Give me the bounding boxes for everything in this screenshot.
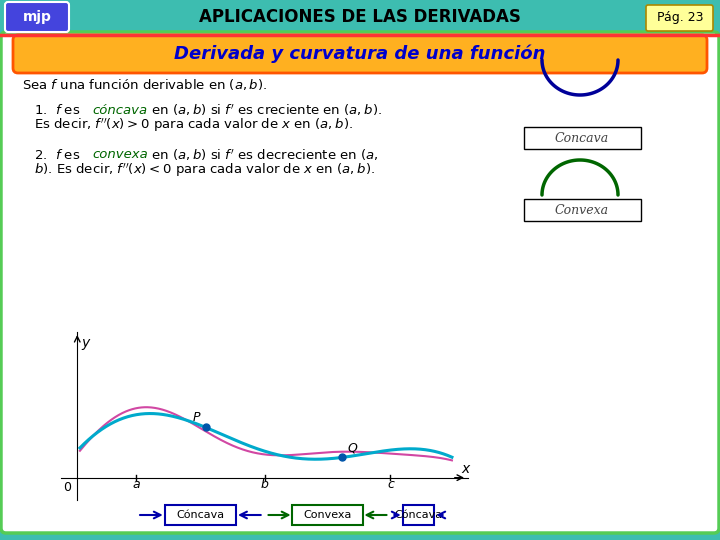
FancyBboxPatch shape	[646, 5, 713, 31]
Text: y: y	[81, 336, 90, 350]
Text: mjp: mjp	[22, 10, 51, 24]
Text: en $(a, b)$ si $f'$ es decreciente en $(a,$: en $(a, b)$ si $f'$ es decreciente en $(…	[143, 147, 378, 163]
Text: $b)$. Es decir, $f''(x) < 0$ para cada valor de $x$ en $(a, b)$.: $b)$. Es decir, $f''(x) < 0$ para cada v…	[34, 161, 375, 179]
Text: Derivada y curvatura de una función: Derivada y curvatura de una función	[174, 45, 546, 63]
Text: b: b	[261, 478, 269, 491]
Text: convexa: convexa	[92, 148, 148, 161]
Text: Es decir, $f''(x) > 0$ para cada valor de $x$ en $(a, b)$.: Es decir, $f''(x) > 0$ para cada valor d…	[34, 116, 353, 134]
FancyBboxPatch shape	[1, 32, 719, 533]
Text: Pág. 23: Pág. 23	[657, 11, 703, 24]
Text: APLICACIONES DE LAS DERIVADAS: APLICACIONES DE LAS DERIVADAS	[199, 8, 521, 26]
Text: x: x	[462, 462, 469, 476]
Text: en $(a, b)$ si $f'$ es creciente en $(a, b)$.: en $(a, b)$ si $f'$ es creciente en $(a,…	[143, 102, 382, 118]
Text: Q: Q	[348, 442, 357, 455]
FancyBboxPatch shape	[13, 35, 707, 73]
FancyBboxPatch shape	[524, 127, 641, 149]
Text: Cóncava: Cóncava	[395, 510, 443, 520]
Text: P: P	[192, 411, 200, 424]
Text: Cóncava: Cóncava	[176, 510, 225, 520]
Text: 0: 0	[63, 481, 71, 494]
Text: Convexa: Convexa	[303, 510, 351, 520]
Text: Concava: Concava	[555, 132, 609, 145]
Text: a: a	[132, 478, 140, 491]
FancyBboxPatch shape	[402, 505, 434, 525]
FancyBboxPatch shape	[165, 505, 236, 525]
FancyBboxPatch shape	[292, 505, 363, 525]
FancyBboxPatch shape	[5, 2, 69, 32]
Text: cóncava: cóncava	[92, 104, 147, 117]
Text: c: c	[387, 478, 394, 491]
FancyBboxPatch shape	[524, 199, 641, 221]
Text: 1.  $f$ es: 1. $f$ es	[34, 103, 81, 117]
Text: 2.  $f$ es: 2. $f$ es	[34, 148, 81, 162]
Text: Sea $f$ una función derivable en $(a, b)$.: Sea $f$ una función derivable en $(a, b)…	[22, 78, 267, 92]
Text: Convexa: Convexa	[555, 204, 609, 217]
